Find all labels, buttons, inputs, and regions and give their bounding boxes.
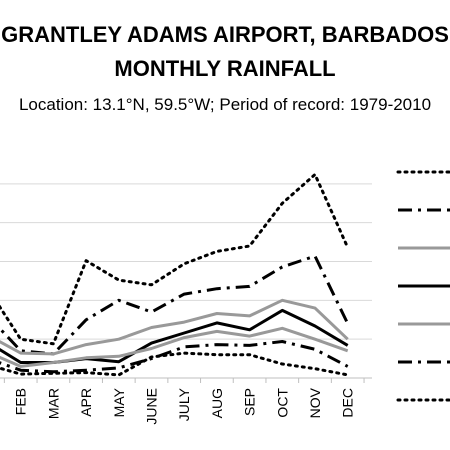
x-tick-label: DEC xyxy=(340,388,356,418)
x-tick-label: JUNE xyxy=(144,388,160,425)
series-line-3 xyxy=(0,298,349,356)
x-axis: JANFEBMARAPRMAYJUNEJULYAUGSEPOCTNOVDEC xyxy=(0,377,372,425)
x-tick-label: AUG xyxy=(209,388,225,418)
series-lines xyxy=(0,173,350,377)
chart-subtitle: Location: 13.1°N, 59.5°W; Period of reco… xyxy=(18,95,432,114)
series-line-1 xyxy=(0,173,350,346)
x-tick-label: JULY xyxy=(176,387,192,421)
chart-title-line2: MONTHLY RAINFALL xyxy=(114,56,336,81)
x-tick-label: NOV xyxy=(307,387,323,418)
x-tick-label: APR xyxy=(78,388,94,417)
x-tick-label: SEP xyxy=(242,388,258,416)
x-tick-label: FEB xyxy=(13,388,29,415)
x-tick-label: OCT xyxy=(274,388,290,418)
series-line-5 xyxy=(0,326,349,368)
x-tick-label: MAY xyxy=(111,387,127,417)
gridlines xyxy=(0,183,372,340)
series-line-7 xyxy=(0,351,350,377)
x-tick-label: MAR xyxy=(45,388,61,419)
series-line-6 xyxy=(0,340,349,374)
legend xyxy=(396,170,450,402)
chart-title: GRANTLEY ADAMS AIRPORT, BARBADOS xyxy=(1,22,449,47)
